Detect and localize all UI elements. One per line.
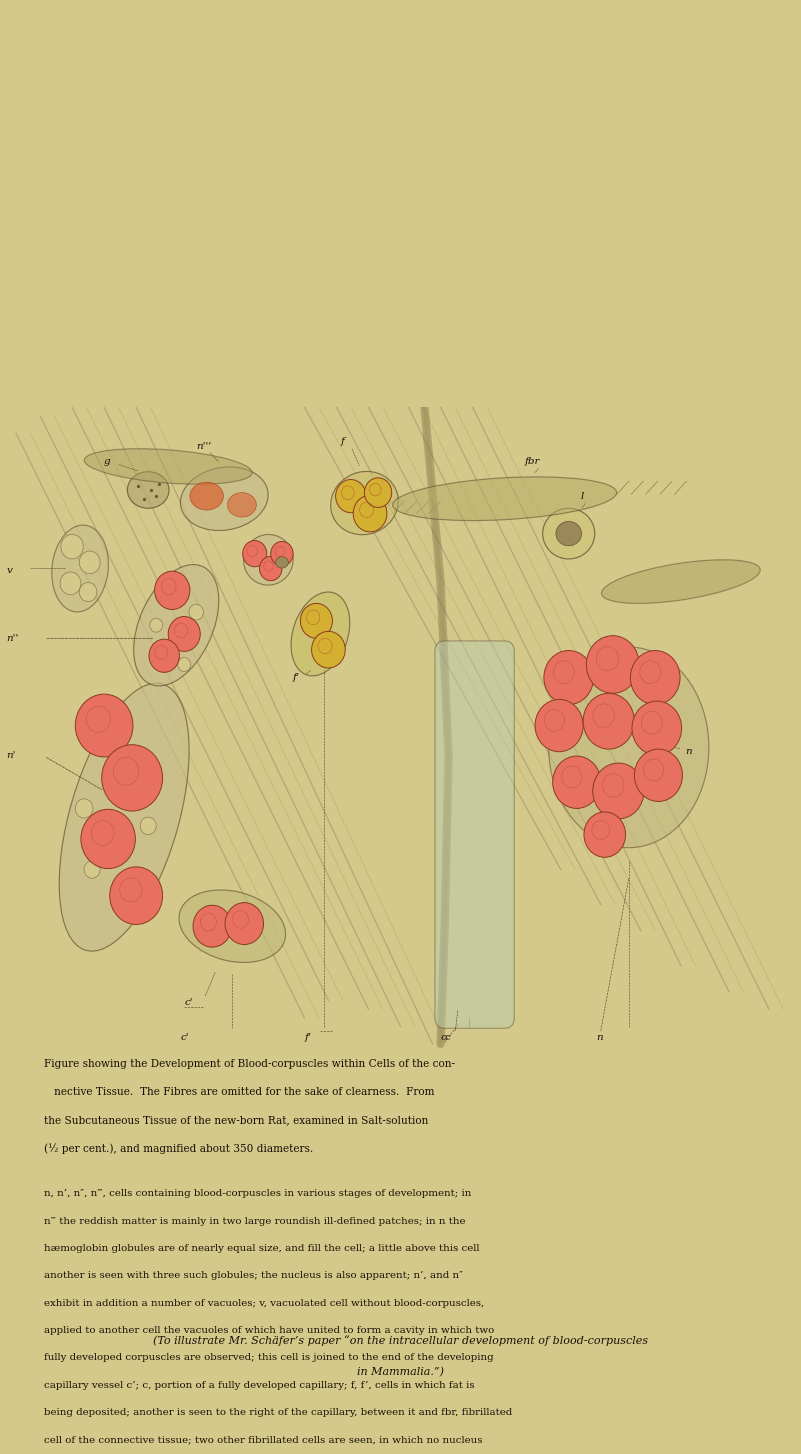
Ellipse shape [190, 483, 223, 510]
Circle shape [149, 640, 179, 672]
Text: g: g [104, 458, 111, 467]
Text: l: l [581, 493, 584, 502]
Circle shape [168, 616, 200, 651]
Text: the Subcutaneous Tissue of the new-born Rat, examined in Salt-solution: the Subcutaneous Tissue of the new-born … [44, 1115, 429, 1125]
Circle shape [60, 571, 81, 595]
Text: in Mammalia.”): in Mammalia.”) [357, 1367, 444, 1377]
Circle shape [260, 557, 282, 580]
Ellipse shape [392, 477, 617, 521]
Text: c: c [441, 1034, 446, 1043]
Text: Figure showing the Development of Blood-corpuscles within Cells of the con-: Figure showing the Development of Blood-… [44, 1059, 455, 1069]
Ellipse shape [556, 522, 582, 545]
Text: cell of the connective tissue; two other fibrillated cells are seen, in which no: cell of the connective tissue; two other… [44, 1435, 482, 1444]
Circle shape [553, 756, 601, 808]
Circle shape [632, 701, 682, 755]
Text: hæmoglobin globules are of nearly equal size, and fill the cell; a little above : hæmoglobin globules are of nearly equal … [44, 1245, 480, 1253]
Circle shape [336, 480, 366, 513]
Ellipse shape [602, 560, 760, 603]
Circle shape [79, 551, 100, 574]
Circle shape [243, 541, 267, 567]
Text: nective Tissue.  The Fibres are omitted for the sake of clearness.  From: nective Tissue. The Fibres are omitted f… [44, 1088, 435, 1096]
Ellipse shape [276, 557, 288, 569]
Circle shape [364, 478, 392, 507]
Circle shape [102, 744, 163, 811]
Text: f': f' [292, 673, 299, 682]
Circle shape [81, 810, 135, 868]
Text: n‴ the reddish matter is mainly in two large roundish ill-defined patches; in n : n‴ the reddish matter is mainly in two l… [44, 1217, 465, 1226]
Ellipse shape [179, 890, 286, 963]
Circle shape [586, 635, 639, 694]
Ellipse shape [134, 564, 219, 686]
Ellipse shape [52, 525, 108, 612]
Text: n: n [685, 747, 691, 756]
Circle shape [225, 903, 264, 945]
Ellipse shape [180, 467, 268, 531]
FancyBboxPatch shape [435, 641, 514, 1028]
Ellipse shape [59, 683, 189, 951]
Circle shape [193, 906, 231, 947]
Text: exhibit in addition a number of vacuoles; v, vacuolated cell without blood-corpu: exhibit in addition a number of vacuoles… [44, 1298, 485, 1307]
Circle shape [75, 694, 133, 758]
Ellipse shape [127, 471, 169, 509]
Text: f': f' [304, 1034, 311, 1043]
Circle shape [544, 650, 594, 705]
Text: v: v [6, 566, 12, 574]
Text: c': c' [184, 999, 193, 1008]
Text: applied to another cell the vacuoles of which have united to form a cavity in wh: applied to another cell the vacuoles of … [44, 1326, 494, 1335]
Text: n: n [597, 1034, 603, 1043]
Ellipse shape [244, 535, 293, 585]
Circle shape [178, 657, 191, 672]
Circle shape [630, 650, 680, 705]
Circle shape [150, 618, 163, 632]
Text: n, n’, n″, n‴, cells containing blood-corpuscles in various stages of developmen: n, n’, n″, n‴, cells containing blood-co… [44, 1189, 472, 1198]
Text: c: c [445, 1034, 450, 1043]
Circle shape [189, 605, 203, 619]
Text: (To illustrate Mr. Schäfer’s paper “on the intracellular development of blood-co: (To illustrate Mr. Schäfer’s paper “on t… [153, 1335, 648, 1345]
Circle shape [155, 571, 190, 609]
Text: fbr: fbr [525, 458, 540, 467]
Text: (½ per cent.), and magnified about 350 diameters.: (½ per cent.), and magnified about 350 d… [44, 1143, 313, 1154]
Ellipse shape [331, 471, 398, 535]
Circle shape [593, 763, 644, 819]
Circle shape [271, 541, 293, 566]
Text: n'': n'' [6, 634, 18, 643]
Text: fully developed corpuscles are observed; this cell is joined to the end of the d: fully developed corpuscles are observed;… [44, 1354, 493, 1362]
Circle shape [61, 535, 83, 558]
Circle shape [634, 749, 682, 801]
Circle shape [583, 694, 634, 749]
Circle shape [535, 699, 583, 752]
Ellipse shape [543, 509, 594, 558]
Circle shape [300, 603, 332, 638]
Text: being deposited; another is seen to the right of the capillary, between it and f: being deposited; another is seen to the … [44, 1407, 513, 1418]
Text: capillary vessel c’; c, portion of a fully developed capillary; f, f’, cells in : capillary vessel c’; c, portion of a ful… [44, 1381, 475, 1390]
Text: n''': n''' [196, 442, 211, 451]
Ellipse shape [549, 647, 709, 848]
Circle shape [312, 631, 345, 667]
Ellipse shape [227, 493, 256, 518]
Circle shape [353, 496, 387, 532]
Text: c': c' [180, 1034, 189, 1043]
Circle shape [140, 817, 156, 835]
Text: n': n' [6, 752, 16, 760]
Circle shape [84, 861, 100, 878]
Text: another is seen with three such globules; the nucleus is also apparent; n’, and : another is seen with three such globules… [44, 1271, 463, 1281]
Circle shape [584, 811, 626, 858]
Ellipse shape [291, 592, 350, 676]
Circle shape [79, 583, 97, 602]
Ellipse shape [84, 449, 252, 484]
Text: f: f [340, 438, 344, 446]
Circle shape [75, 798, 93, 819]
Circle shape [110, 867, 163, 925]
